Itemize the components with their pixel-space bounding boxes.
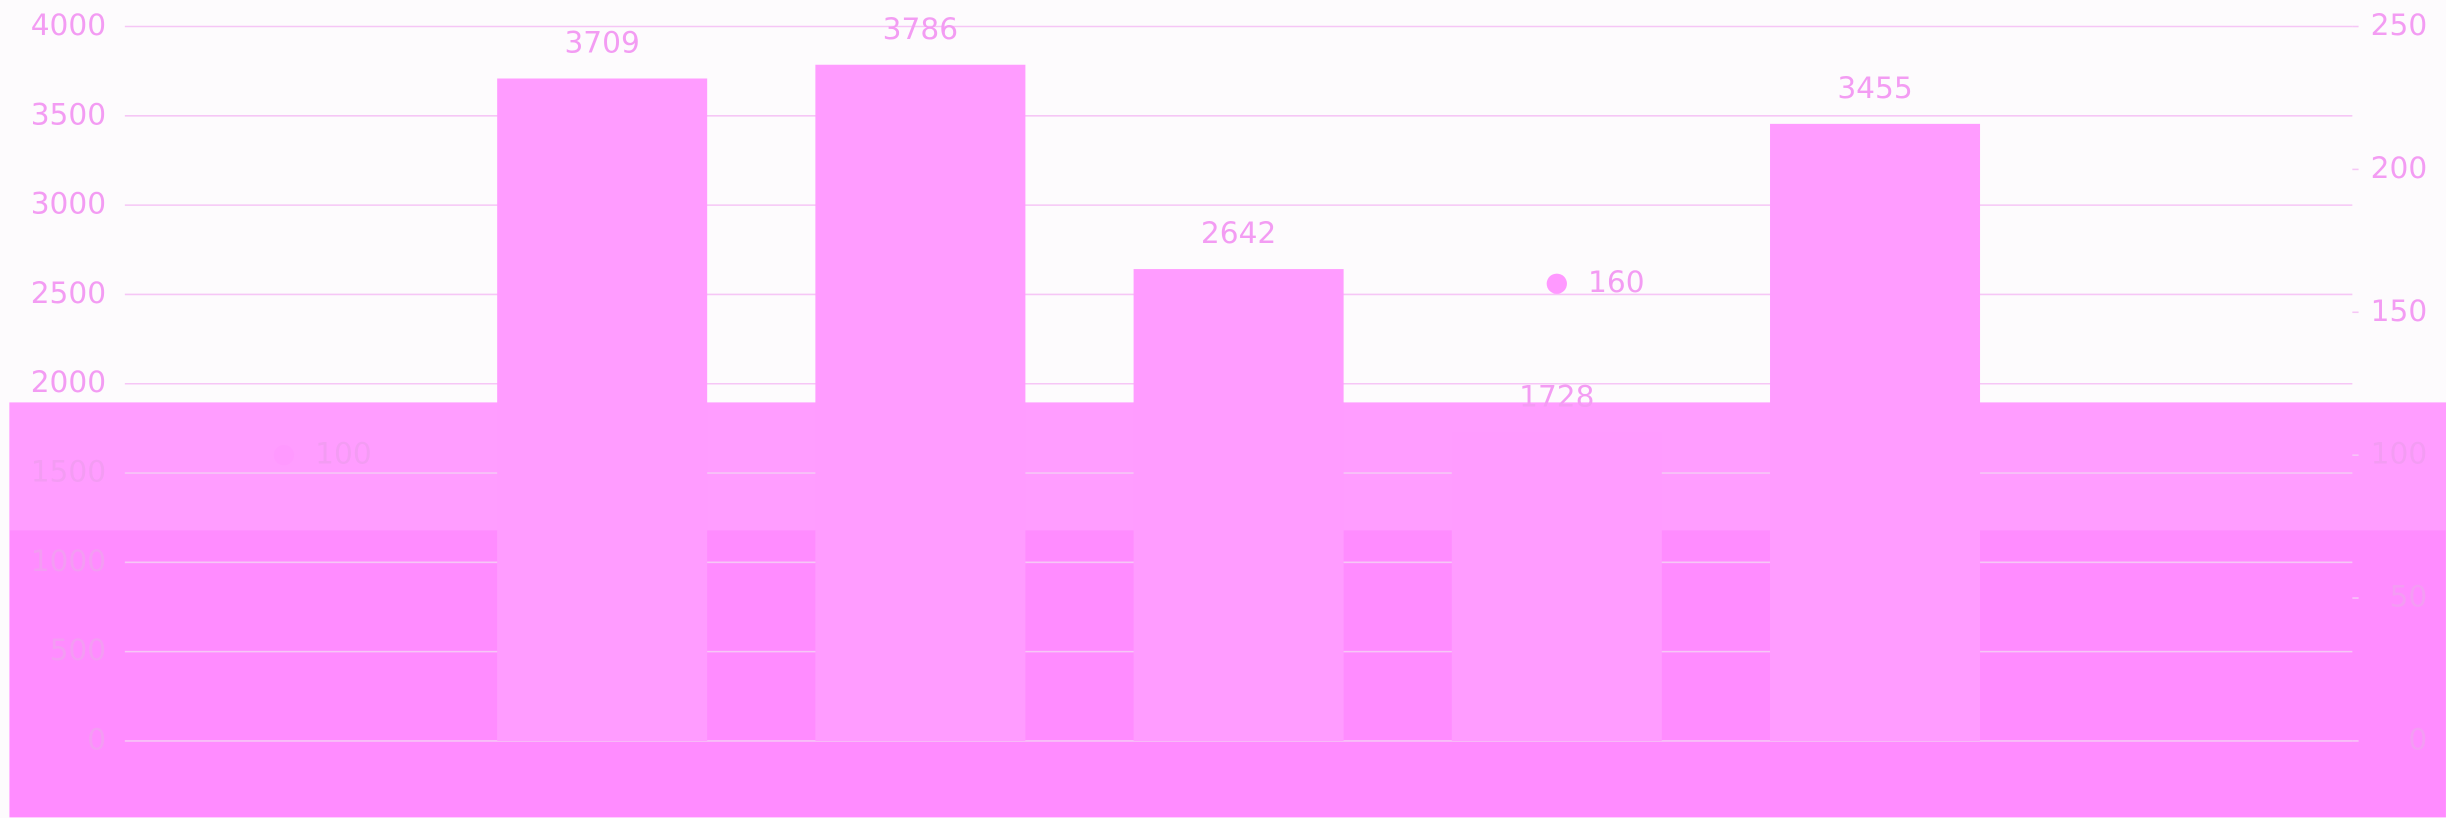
bar xyxy=(1451,432,1662,741)
bar xyxy=(1133,269,1344,741)
y-tick-label: 4000 xyxy=(31,7,106,42)
y2-tick-label: 150 xyxy=(2371,293,2428,328)
y2-tick-label: 250 xyxy=(2371,7,2428,42)
bar-value-label: 3709 xyxy=(564,25,639,60)
point-value-label: 160 xyxy=(1588,264,1645,299)
y2-tick-label: 100 xyxy=(2371,436,2428,471)
bar xyxy=(815,64,1026,741)
y-tick-label: 1000 xyxy=(31,543,106,578)
y-tick-label: 1500 xyxy=(31,454,106,489)
bar xyxy=(497,78,708,741)
y2-tick-label: 50 xyxy=(2390,579,2428,614)
y-tick-label: 3500 xyxy=(31,96,106,131)
point-value-label: 100 xyxy=(315,436,372,471)
bar xyxy=(1770,123,1981,741)
y-tick-label: 2000 xyxy=(31,364,106,399)
y2-tick-label: 200 xyxy=(2371,150,2428,185)
bar-value-label: 3786 xyxy=(883,11,958,46)
bar-value-label: 1728 xyxy=(1519,378,1594,413)
y-tick-label: 3000 xyxy=(31,186,106,221)
y-tick-label: 2500 xyxy=(31,275,106,310)
bar-value-label: 2642 xyxy=(1201,215,1276,250)
y2-tick-label: 0 xyxy=(2408,721,2427,756)
line-point xyxy=(1546,273,1567,294)
y-tick-label: 0 xyxy=(87,721,106,756)
y-tick-label: 500 xyxy=(50,632,107,667)
bar-value-label: 3455 xyxy=(1837,70,1912,105)
line-point xyxy=(273,445,295,466)
